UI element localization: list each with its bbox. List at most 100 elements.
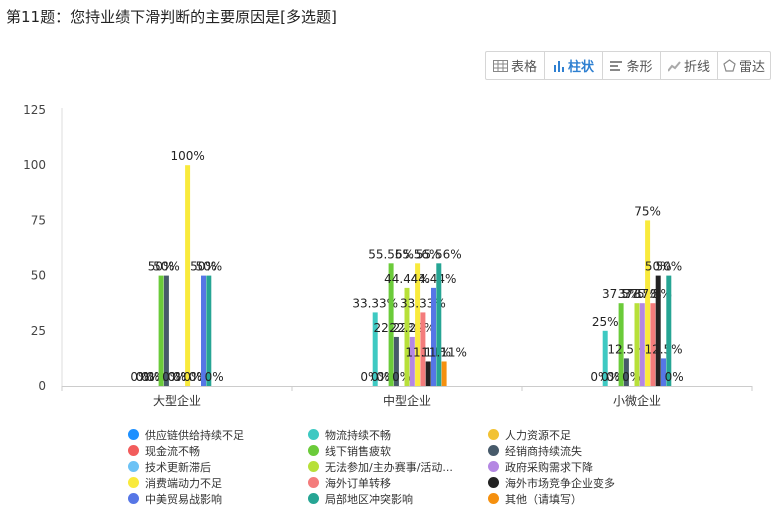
legend-marker-icon bbox=[488, 461, 499, 472]
data-label: 22.22% bbox=[389, 321, 435, 335]
data-label: 0% bbox=[183, 370, 202, 384]
data-label: 50% bbox=[148, 260, 175, 274]
legend-item[interactable]: 局部地区冲突影响 bbox=[308, 491, 488, 506]
bar bbox=[201, 275, 206, 386]
legend-marker-icon bbox=[488, 429, 499, 440]
bar bbox=[393, 336, 399, 386]
legend-marker-icon bbox=[128, 477, 139, 488]
data-label: 33.33% bbox=[352, 296, 398, 310]
legend-label: 技术更新滞后 bbox=[145, 460, 211, 474]
legend-label: 经销商持续流失 bbox=[505, 444, 582, 458]
x-tick-label: 中型企业 bbox=[383, 393, 431, 408]
data-label: 100% bbox=[170, 149, 204, 163]
horizontal-bar-view-button[interactable]: 条形 bbox=[603, 52, 661, 79]
data-label: 25% bbox=[592, 315, 619, 329]
legend-label: 人力资源不足 bbox=[505, 428, 571, 442]
data-label: 0% bbox=[162, 370, 181, 384]
data-label: 0% bbox=[167, 370, 186, 384]
legend-marker-icon bbox=[308, 477, 319, 488]
legend-marker-icon bbox=[488, 445, 499, 456]
legend-label: 现金流不畅 bbox=[145, 444, 200, 458]
legend-item[interactable]: 人力资源不足 bbox=[488, 427, 648, 442]
data-label: 0% bbox=[141, 370, 160, 384]
data-label: 37.5% bbox=[623, 287, 661, 301]
bar bbox=[666, 275, 672, 386]
data-label: 50% bbox=[195, 260, 222, 274]
y-tick-label: 75 bbox=[31, 213, 46, 227]
legend-item[interactable]: 线下销售疲软 bbox=[308, 443, 488, 458]
legend-marker-icon bbox=[308, 493, 319, 504]
bar bbox=[661, 358, 666, 386]
table-view-button[interactable]: 表格 bbox=[486, 52, 545, 79]
question-title: 第11题：您持业绩下滑判断的主要原因是[多选题] bbox=[6, 8, 337, 26]
table-icon bbox=[492, 59, 508, 72]
legend-item[interactable]: 现金流不畅 bbox=[128, 443, 308, 458]
bar-chart-icon bbox=[553, 60, 565, 72]
bar bbox=[425, 361, 431, 386]
legend-item[interactable]: 技术更新滞后 bbox=[128, 459, 308, 474]
legend-item[interactable]: 海外市场竞争企业变多 bbox=[488, 475, 648, 490]
legend-item[interactable]: 海外订单转移 bbox=[308, 475, 488, 490]
legend-item[interactable]: 供应链供给持续不足 bbox=[128, 427, 308, 442]
y-tick-label: 0 bbox=[38, 379, 46, 393]
bar bbox=[404, 287, 410, 386]
bar bbox=[639, 303, 645, 386]
legend-label: 物流持续不畅 bbox=[325, 428, 391, 442]
bar bbox=[623, 358, 629, 386]
legend-label: 消费端动力不足 bbox=[145, 476, 222, 490]
legend-marker-icon bbox=[308, 445, 319, 456]
data-label: 55.56% bbox=[368, 247, 414, 261]
data-label: 50% bbox=[655, 260, 682, 274]
legend-item[interactable]: 经销商持续流失 bbox=[488, 443, 648, 458]
data-label: 50% bbox=[190, 260, 217, 274]
bar bbox=[618, 303, 624, 386]
line-view-label: 折线 bbox=[683, 60, 710, 75]
data-label: 37.5% bbox=[602, 287, 640, 301]
data-label: 0% bbox=[665, 370, 684, 384]
chart-legend: 供应链供给持续不足 物流持续不畅 人力资源不足现金流不畅 线下销售疲软 经销商持续流失技… bbox=[128, 427, 648, 506]
data-label: 50% bbox=[153, 260, 180, 274]
data-label: 0% bbox=[371, 370, 390, 384]
legend-marker-icon bbox=[128, 493, 139, 504]
table-view-label: 表格 bbox=[510, 60, 537, 75]
data-label: 11.11% bbox=[421, 345, 467, 359]
bar bbox=[415, 263, 421, 386]
bar bbox=[645, 220, 651, 386]
bar bbox=[185, 165, 191, 386]
x-tick-label: 大型企业 bbox=[153, 393, 201, 408]
data-label: 55.56% bbox=[395, 247, 441, 261]
bar-view-button[interactable]: 柱状 bbox=[545, 52, 603, 79]
legend-marker-icon bbox=[128, 429, 139, 440]
legend-label: 中美贸易战影响 bbox=[145, 492, 222, 506]
bar-view-label: 柱状 bbox=[567, 60, 594, 75]
legend-label: 其他（请填写） bbox=[505, 492, 582, 506]
bar bbox=[431, 287, 436, 386]
legend-label: 线下销售疲软 bbox=[325, 444, 391, 458]
legend-marker-icon bbox=[488, 477, 499, 488]
legend-item[interactable]: 其他（请填写） bbox=[488, 491, 648, 506]
legend-label: 政府采购需求下降 bbox=[505, 460, 593, 474]
legend-label: 局部地区冲突影响 bbox=[325, 492, 413, 506]
radar-view-label: 雷达 bbox=[738, 60, 765, 75]
legend-item[interactable]: 政府采购需求下降 bbox=[488, 459, 648, 474]
bar bbox=[655, 275, 661, 386]
legend-label: 无法参加/主办赛事/活动... bbox=[325, 460, 453, 474]
line-view-button[interactable]: 折线 bbox=[661, 52, 718, 79]
y-tick-label: 125 bbox=[23, 103, 46, 117]
data-label: 75% bbox=[634, 204, 661, 218]
legend-item[interactable]: 中美贸易战影响 bbox=[128, 491, 308, 506]
radar-view-button[interactable]: 雷达 bbox=[718, 52, 770, 79]
legend-item[interactable]: 无法参加/主办赛事/活动... bbox=[308, 459, 488, 474]
bar bbox=[420, 312, 426, 386]
legend-item[interactable]: 消费端动力不足 bbox=[128, 475, 308, 490]
legend-label: 供应链供给持续不足 bbox=[145, 428, 244, 442]
legend-item[interactable]: 物流持续不畅 bbox=[308, 427, 488, 442]
data-label: 0% bbox=[130, 370, 149, 384]
view-toolbar: 表格 柱状 条形 折线 雷达 bbox=[485, 51, 771, 80]
bar bbox=[650, 303, 656, 386]
horizontal-bar-view-label: 条形 bbox=[626, 60, 653, 75]
data-label: 0% bbox=[205, 370, 224, 384]
bar bbox=[206, 275, 212, 386]
data-label: 55.56% bbox=[416, 247, 462, 261]
data-label: 37.5% bbox=[634, 287, 672, 301]
